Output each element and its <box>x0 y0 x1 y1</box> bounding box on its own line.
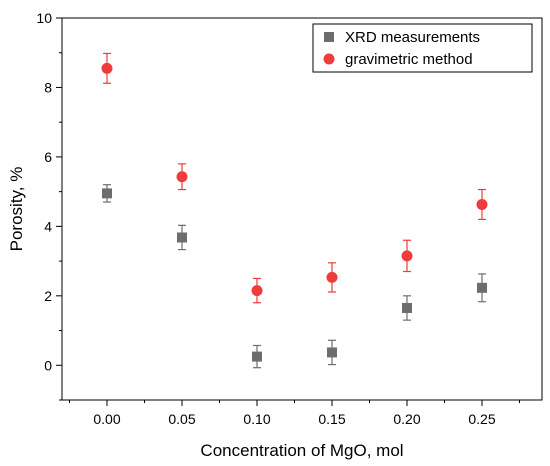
legend: XRD measurements gravimetric method <box>312 23 533 73</box>
x-tick-label: 0.10 <box>243 411 270 427</box>
gravimetric-method-point <box>476 198 488 210</box>
plot-frame <box>61 17 543 401</box>
x-tick-label: 0.20 <box>393 411 420 427</box>
xrd-measurements-point <box>252 351 262 362</box>
x-tick-label: 0.15 <box>318 411 345 427</box>
y-tick-label: 0 <box>44 357 52 373</box>
y-tick-label: 2 <box>44 288 52 304</box>
y-tick-label: 6 <box>44 149 52 165</box>
y-tick-label: 4 <box>44 218 52 234</box>
x-tick-label: 0.05 <box>168 411 195 427</box>
plot-data <box>101 52 488 369</box>
axes: 0.00 0.05 0.10 0.15 0.20 0.25 0 2 4 6 8 10 <box>36 10 543 427</box>
gravimetric-method-point <box>326 271 338 283</box>
gravimetric-method-point <box>251 285 263 297</box>
y-axis-label: Porosity, % <box>7 167 26 252</box>
xrd-measurements-point <box>402 302 412 313</box>
series-1 <box>101 52 488 304</box>
legend-label: XRD measurements <box>345 29 480 46</box>
gravimetric-method-point <box>101 62 113 74</box>
legend-box <box>312 23 533 73</box>
legend-label: gravimetric method <box>345 51 473 68</box>
x-axis-label: Concentration of MgO, mol <box>200 441 403 460</box>
gravimetric-method-point <box>176 171 188 183</box>
y-tick-label: 8 <box>44 79 52 95</box>
x-tick-label: 0.25 <box>468 411 495 427</box>
gravimetric-method-point <box>401 250 413 262</box>
x-tick-label: 0.00 <box>93 411 120 427</box>
y-tick-label: 10 <box>36 10 52 26</box>
xrd-measurements-point <box>102 188 112 199</box>
xrd-measurements-point <box>327 347 337 358</box>
xrd-measurements-point <box>477 282 487 293</box>
series-0 <box>102 184 487 369</box>
legend-marker-square <box>324 32 334 42</box>
legend-marker-circle <box>323 53 335 65</box>
xrd-measurements-point <box>177 232 187 243</box>
